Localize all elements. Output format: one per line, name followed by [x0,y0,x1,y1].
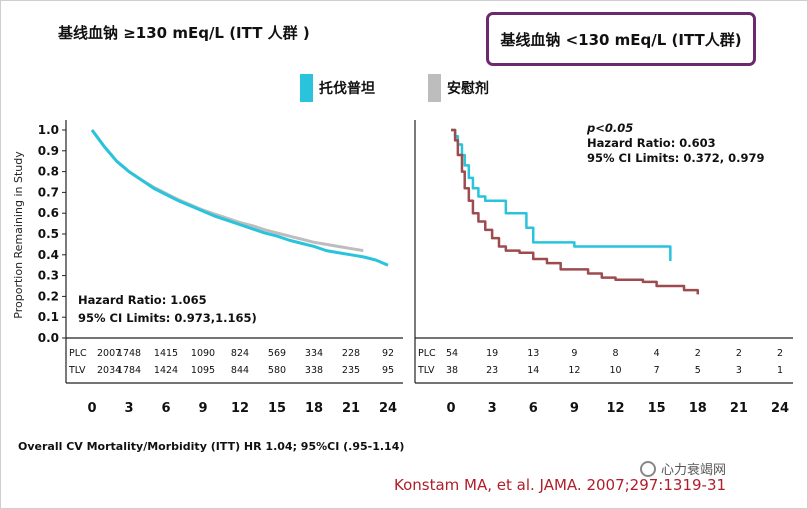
left-x-tick-label: 12 [231,401,249,416]
left-x-tick-label: 3 [124,401,133,416]
left-risk-value: 2034 [97,365,121,376]
left-y-tick-label: 0.3 [38,269,59,283]
right-x-tick-label: 3 [488,401,497,416]
left-y-tick-label: 0.4 [38,248,59,262]
legend-label-placebo: 安慰剂 [447,81,489,97]
left-x-tick-label: 0 [87,401,96,416]
watermark-logo-icon [640,460,656,477]
right-risk-value: 23 [486,365,498,376]
right-risk-value: 38 [446,365,458,376]
legend-swatch-placebo [428,74,441,102]
left-panel-title: 基线血钠 ≥130 mEq/L (ITT 人群 ) [58,24,310,42]
right-risk-value: 54 [446,348,458,359]
right-risk-value: 14 [527,365,539,376]
left-risk-value: 2007 [97,348,121,359]
left-y-tick-label: 0.6 [38,206,59,220]
right-risk-value: 3 [736,365,742,376]
left-risk-value: 844 [231,365,249,376]
right-risk-value: 12 [568,365,580,376]
legend-label-tolvaptan: 托伐普坦 [319,81,375,97]
right-annotation: Hazard Ratio: 0.603 [587,136,716,150]
right-panel-title-box: 基线血钠 <130 mEq/L (ITT人群) [486,12,756,66]
right-x-tick-label: 6 [529,401,538,416]
right-series-line-1 [451,128,699,295]
left-risk-value: 95 [382,365,394,376]
left-risk-value: 1095 [191,365,215,376]
footer-text: Overall CV Mortality/Morbidity (ITT) HR … [18,440,405,453]
left-x-tick-label: 9 [198,401,207,416]
right-risk-value: 19 [486,348,498,359]
right-x-tick-label: 21 [730,401,748,416]
left-y-axis-label: Proportion Remaining in Study [12,151,25,319]
right-risk-value: 5 [695,365,701,376]
right-risk-value: 8 [612,348,618,359]
left-x-tick-label: 21 [342,401,360,416]
left-y-tick-label: 0.2 [38,289,59,303]
left-risk-value: 334 [305,348,323,359]
left-risk-value: 235 [342,365,360,376]
citation: Konstam MA, et al. JAMA. 2007;297:1319-3… [394,476,727,494]
left-series-line-1 [90,129,389,267]
right-risk-value: 1 [777,365,783,376]
left-y-tick-label: 0.7 [38,185,59,199]
right-risk-value: 2 [695,348,701,359]
right-risk-row-label: TLV [417,365,435,376]
right-risk-row-label: PLC [418,348,436,359]
left-risk-value: 1748 [117,348,141,359]
right-risk-value: 4 [654,348,660,359]
right-x-tick-label: 9 [570,401,579,416]
left-risk-row-label: PLC [69,348,87,359]
left-risk-value: 824 [231,348,249,359]
left-y-tick-label: 1.0 [38,123,59,137]
left-x-tick-label: 6 [161,401,170,416]
right-x-tick-label: 24 [771,401,789,416]
left-risk-value: 1090 [191,348,215,359]
right-risk-value: 2 [777,348,783,359]
right-x-tick-label: 12 [606,401,624,416]
left-risk-value: 338 [305,365,323,376]
left-x-tick-label: 15 [268,401,286,416]
left-y-tick-label: 0.9 [38,144,59,158]
watermark-text: 心力衰竭网 [661,463,727,478]
right-annotation: p<0.05 [586,121,633,135]
left-risk-row-label: TLV [68,365,86,376]
right-x-tick-label: 15 [648,401,666,416]
watermark: 心力衰竭网 [640,459,726,478]
left-risk-value: 228 [342,348,360,359]
right-risk-value: 9 [571,348,577,359]
left-x-tick-label: 24 [379,401,397,416]
left-risk-value: 92 [382,348,394,359]
left-risk-value: 580 [268,365,286,376]
right-annotation: 95% CI Limits: 0.372, 0.979 [587,151,765,165]
right-panel-title: 基线血钠 <130 mEq/L (ITT人群) [500,30,742,49]
left-series-line-0 [90,129,364,253]
left-y-tick-label: 0.1 [38,310,59,324]
left-y-tick-label: 0.8 [38,165,59,179]
legend-item-tolvaptan: 托伐普坦 [300,74,375,102]
legend-item-placebo: 安慰剂 [428,74,489,102]
left-annotation: 95% CI Limits: 0.973,1.165) [78,311,257,325]
right-x-tick-label: 18 [689,401,707,416]
left-x-tick-label: 18 [305,401,323,416]
left-y-tick-label: 0.0 [38,331,59,345]
left-y-tick-label: 0.5 [38,227,59,241]
left-annotation: Hazard Ratio: 1.065 [78,293,207,307]
left-risk-value: 1424 [154,365,178,376]
right-risk-value: 2 [736,348,742,359]
left-risk-value: 1784 [117,365,141,376]
left-risk-value: 1415 [154,348,178,359]
right-risk-value: 10 [609,365,621,376]
right-risk-value: 13 [527,348,539,359]
right-x-tick-label: 0 [446,401,455,416]
left-risk-value: 569 [268,348,286,359]
legend-swatch-tolvaptan [300,74,313,102]
right-risk-value: 7 [654,365,660,376]
